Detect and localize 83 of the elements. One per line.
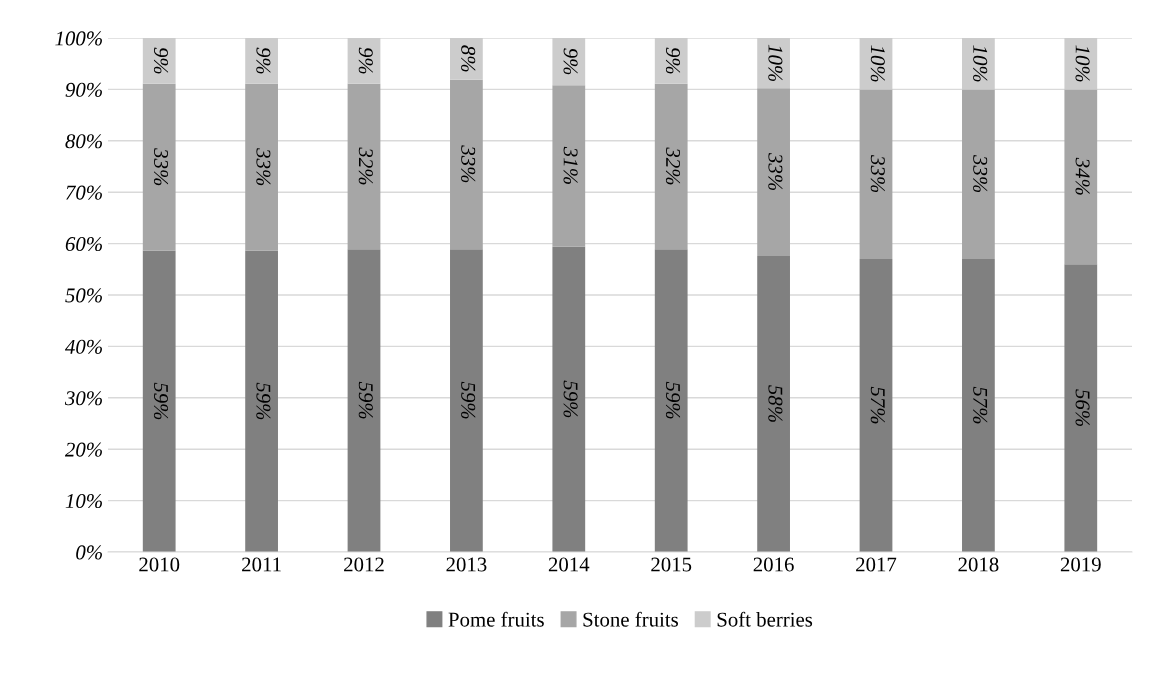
y-tick-label: 90%	[65, 82, 102, 97]
bar	[245, 250, 278, 552]
data-label: 9%	[563, 48, 578, 75]
legend-label: Soft berries	[717, 611, 813, 627]
x-tick-label: 2010	[139, 557, 180, 572]
bar	[757, 88, 790, 256]
x-tick-label: 2011	[242, 557, 281, 572]
x-tick-label: 2012	[344, 557, 384, 572]
data-label: 59%	[256, 382, 271, 420]
data-label: 58%	[768, 385, 783, 422]
legend-label: Pome fruits	[448, 611, 544, 627]
x-tick-label: 2017	[856, 557, 897, 572]
data-label: 59%	[665, 381, 681, 419]
x-tick-label: 2018	[958, 557, 999, 572]
y-tick-label: 40%	[65, 339, 102, 354]
bar	[1064, 89, 1098, 265]
y-tick-label: 10%	[65, 493, 102, 509]
data-label: 33%	[768, 153, 783, 191]
x-tick-label: 2015	[651, 557, 692, 572]
data-label: 10%	[1075, 45, 1090, 82]
y-tick-label: 20%	[64, 442, 102, 457]
y-tick-label: 70%	[66, 185, 102, 200]
bar	[347, 249, 381, 552]
x-tick-label: 2014	[548, 557, 590, 572]
data-label: 59%	[358, 381, 373, 419]
data-label: 57%	[870, 386, 885, 424]
data-label: 9%	[358, 47, 373, 74]
bar	[142, 83, 176, 251]
bar	[552, 38, 586, 86]
data-label: 10%	[973, 45, 988, 82]
data-label: 10%	[870, 45, 885, 82]
bar	[347, 38, 381, 84]
bar	[245, 38, 278, 84]
bar	[962, 259, 995, 552]
data-label: 56%	[1075, 389, 1090, 426]
data-label: 32%	[358, 147, 373, 185]
data-label: 57%	[973, 386, 988, 424]
bar	[1064, 264, 1098, 552]
bar	[450, 249, 483, 552]
bar	[347, 83, 381, 250]
data-label: 32%	[665, 147, 681, 185]
y-tick-label: 80%	[65, 134, 102, 149]
bar	[654, 83, 688, 250]
bar	[245, 83, 278, 251]
data-label: 59%	[153, 382, 169, 420]
bar	[859, 259, 893, 552]
bar	[142, 38, 176, 84]
bar	[654, 38, 688, 84]
bar	[552, 246, 586, 552]
bar	[962, 89, 995, 260]
y-tick-label: 100%	[55, 31, 102, 46]
data-label: 33%	[256, 148, 271, 186]
data-label: 33%	[973, 155, 988, 193]
data-label: 59%	[461, 381, 476, 419]
data-label: 31%	[563, 146, 578, 184]
y-tick-label: 50%	[65, 288, 102, 303]
x-tick-label: 2013	[446, 557, 487, 572]
y-tick-label: 60%	[65, 236, 102, 252]
y-tick-label: 30%	[64, 391, 102, 406]
x-tick-label: 2019	[1060, 557, 1101, 572]
bar	[757, 38, 790, 89]
bar	[450, 79, 483, 250]
y-tick-label: 0%	[76, 545, 102, 560]
data-label: 8%	[461, 45, 476, 72]
bar	[142, 250, 176, 552]
x-tick-label: 2016	[753, 557, 794, 572]
data-label: 9%	[665, 47, 681, 74]
bar	[859, 89, 893, 260]
bar	[962, 38, 995, 90]
data-label: 33%	[153, 148, 169, 186]
data-label: 9%	[153, 47, 169, 74]
legend-label: Stone fruits	[583, 611, 678, 627]
bar	[654, 249, 688, 552]
data-label: 9%	[256, 47, 271, 74]
data-label: 33%	[461, 145, 476, 183]
data-label: 34%	[1075, 157, 1090, 195]
bar	[757, 255, 790, 552]
data-label: 10%	[768, 44, 783, 82]
data-label: 59%	[563, 380, 578, 418]
data-label: 33%	[870, 155, 885, 193]
bar	[552, 85, 586, 247]
bar	[450, 38, 483, 80]
bar	[1064, 38, 1098, 90]
